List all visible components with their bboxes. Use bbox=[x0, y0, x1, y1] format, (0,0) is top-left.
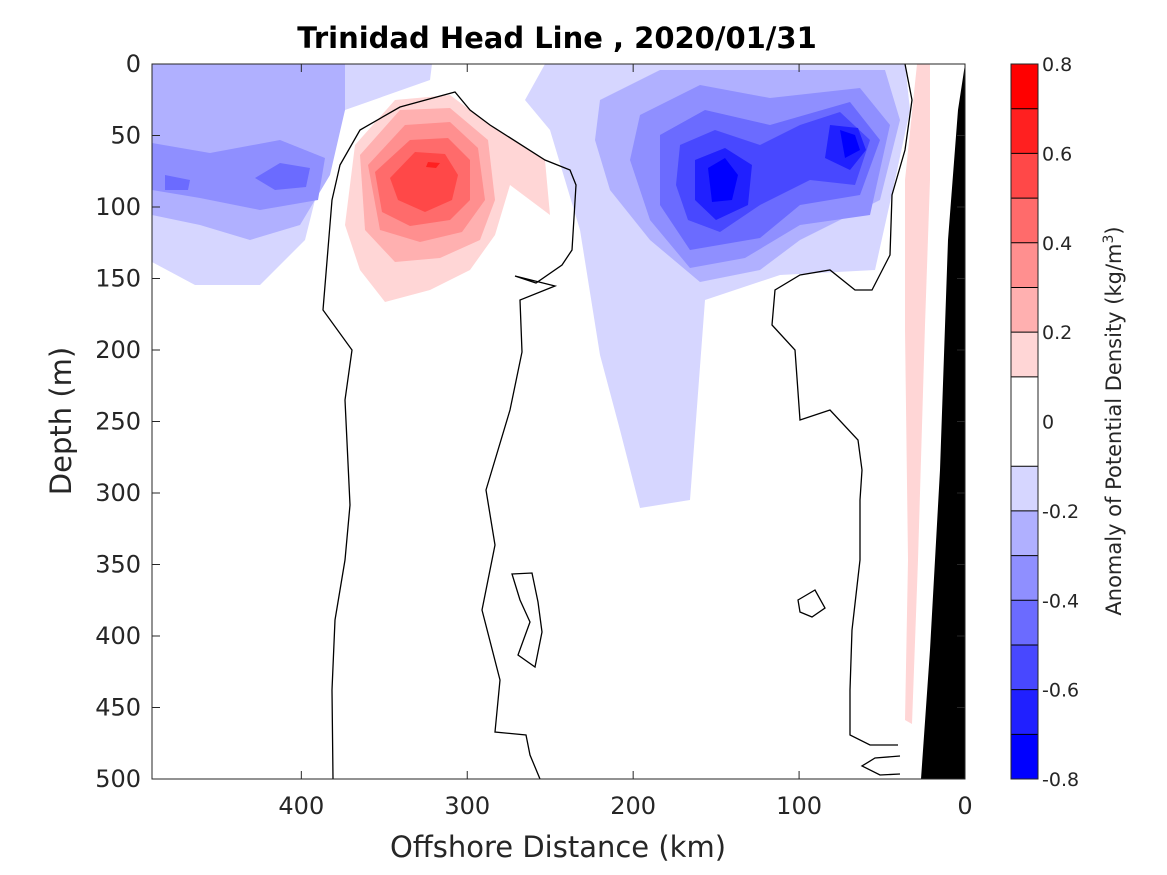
colorbar-tick-label: 0.4 bbox=[1042, 233, 1072, 255]
colorbar-band bbox=[1011, 332, 1038, 377]
colorbar-band bbox=[1011, 511, 1038, 556]
colorbar-band bbox=[1011, 734, 1038, 779]
x-tick-label: 300 bbox=[444, 792, 490, 820]
y-tick-label: 450 bbox=[95, 694, 141, 722]
colorbar-tick-label: -0.6 bbox=[1042, 680, 1079, 702]
colorbar-tick-label: 0.8 bbox=[1042, 54, 1072, 76]
x-tick-label: 0 bbox=[957, 792, 972, 820]
colorbar-band bbox=[1011, 600, 1038, 645]
colorbar bbox=[1011, 64, 1038, 779]
chart-figure: Trinidad Head Line , 2020/01/31 bbox=[0, 0, 1167, 875]
colorbar-band bbox=[1011, 556, 1038, 601]
x-tick-label: 200 bbox=[610, 792, 656, 820]
y-tick-label: 350 bbox=[95, 551, 141, 579]
colorbar-band bbox=[1011, 690, 1038, 735]
colorbar-band bbox=[1011, 109, 1038, 154]
y-tick-label: 200 bbox=[95, 336, 141, 364]
y-tick-label: 300 bbox=[95, 479, 141, 507]
colorbar-band bbox=[1011, 243, 1038, 288]
y-tick-label: 150 bbox=[95, 265, 141, 293]
colorbar-label: Anomaly of Potential Density (kg/m3) bbox=[1101, 226, 1126, 615]
y-axis-label: Depth (m) bbox=[44, 347, 78, 495]
x-axis-label: Offshore Distance (km) bbox=[390, 830, 726, 864]
colorbar-tick-label: 0 bbox=[1042, 412, 1054, 434]
colorbar-band bbox=[1011, 153, 1038, 198]
colorbar-band bbox=[1011, 645, 1038, 690]
plot-area bbox=[152, 64, 965, 779]
x-tick-label: 100 bbox=[776, 792, 822, 820]
colorbar-ticks: -0.8 -0.6 -0.4 -0.2 0 0.2 0.4 0.6 0.8 bbox=[1042, 54, 1079, 791]
colorbar-band bbox=[1011, 466, 1038, 511]
colorbar-tick-label: 0.2 bbox=[1042, 322, 1072, 344]
y-tick-label: 400 bbox=[95, 622, 141, 650]
colorbar-band bbox=[1011, 198, 1038, 243]
colorbar-band bbox=[1011, 287, 1038, 332]
colorbar-band bbox=[1011, 377, 1038, 466]
colorbar-tick-label: 0.6 bbox=[1042, 143, 1072, 165]
colorbar-tick-label: -0.4 bbox=[1042, 590, 1079, 612]
y-tick-label: 100 bbox=[95, 193, 141, 221]
x-tick-label: 400 bbox=[278, 792, 324, 820]
colorbar-tick-label: -0.8 bbox=[1042, 769, 1079, 791]
y-tick-label: 50 bbox=[110, 122, 141, 150]
colorbar-tick-label: -0.2 bbox=[1042, 501, 1079, 523]
chart-title: Trinidad Head Line , 2020/01/31 bbox=[297, 21, 817, 55]
y-tick-label: 250 bbox=[95, 408, 141, 436]
y-tick-label: 0 bbox=[126, 50, 141, 78]
colorbar-band bbox=[1011, 64, 1038, 109]
y-tick-label: 500 bbox=[95, 765, 141, 793]
